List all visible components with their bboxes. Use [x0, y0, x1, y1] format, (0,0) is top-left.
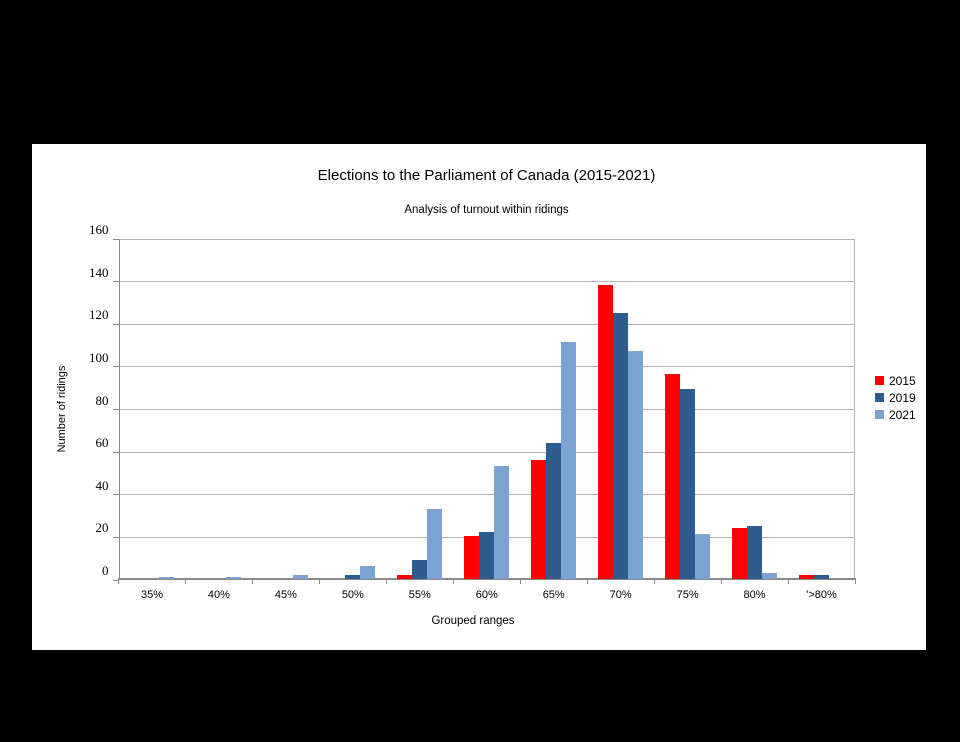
x-tick-label-80%: 80%	[743, 589, 766, 601]
x-tick-label-75%: 75%	[676, 589, 699, 601]
x-tick-label-70%: 70%	[609, 589, 632, 601]
x-tick-5	[452, 580, 454, 584]
chart-subtitle: Analysis of turnout within ridings	[404, 204, 569, 216]
legend: 2015 2019 2021	[875, 372, 916, 423]
bar-2019-70%	[613, 312, 629, 579]
bar-2019-80%	[747, 525, 763, 579]
bar-2021-55%	[427, 508, 443, 579]
x-tick-label-45%: 45%	[274, 589, 297, 601]
x-tick-label-35%: 35%	[140, 589, 163, 601]
bar-2015-75%	[665, 374, 681, 579]
y-tick-120	[112, 323, 119, 325]
bar-2021-35%	[159, 576, 175, 579]
x-tick-label-40%: 40%	[207, 589, 230, 601]
bar-2015-60%	[464, 536, 480, 579]
legend-swatch-2019	[875, 393, 884, 402]
bar-2019-65%	[546, 442, 562, 579]
y-tick-label-0: 0	[102, 563, 109, 578]
legend-label-2015: 2015	[889, 373, 916, 388]
bar-2019-75%	[680, 389, 696, 579]
bar-2019-'>80%	[814, 574, 830, 579]
x-tick-label-60%: 60%	[475, 589, 498, 601]
y-tick-label-60: 60	[95, 435, 109, 451]
bar-2021-45%	[293, 574, 309, 579]
x-tick-label-55%: 55%	[408, 589, 431, 601]
legend-swatch-2021	[875, 410, 884, 419]
bar-2019-55%	[412, 559, 428, 579]
y-tick-140	[112, 281, 119, 283]
x-tick-2	[251, 580, 253, 584]
y-axis-line	[118, 239, 120, 580]
bar-2019-50%	[345, 574, 361, 579]
bar-2019-60%	[479, 532, 495, 579]
y-tick-label-140: 140	[89, 264, 109, 280]
x-tick-7	[586, 580, 588, 584]
x-tick-6	[519, 580, 521, 584]
gridline-40	[118, 494, 855, 496]
y-tick-100	[112, 366, 119, 368]
y-tick-label-20: 20	[95, 520, 109, 536]
x-tick-8	[653, 580, 655, 584]
chart-panel: Elections to the Parliament of Canada (2…	[32, 144, 926, 650]
y-tick-160	[112, 238, 119, 240]
x-axis-line	[117, 578, 856, 580]
y-tick-label-100: 100	[89, 349, 109, 365]
x-tick-label-65%: 65%	[542, 589, 565, 601]
bar-2015-'>80%	[799, 574, 815, 579]
bar-2015-80%	[732, 527, 748, 579]
y-tick-label-160: 160	[89, 222, 109, 237]
bar-2015-55%	[397, 574, 413, 579]
gridline-160	[118, 238, 855, 240]
bar-2015-65%	[531, 459, 547, 579]
y-tick-80	[112, 409, 119, 410]
y-tick-label-120: 120	[89, 307, 109, 323]
bar-2021-65%	[561, 342, 577, 579]
bar-2021-80%	[762, 572, 778, 579]
legend-label-2021: 2021	[889, 407, 916, 422]
gridline-120	[118, 323, 855, 325]
chart-title: Elections to the Parliament of Canada (2…	[317, 167, 656, 184]
legend-item-2015: 2015	[875, 372, 916, 389]
x-tick-10	[787, 580, 789, 584]
x-tick-9	[720, 580, 722, 584]
plot-area: 0 20 40 60 80 100 120 140 160 35% 40% 45% 50% 55% 60% 6…	[89, 222, 856, 601]
y-tick-40	[112, 494, 119, 496]
bar-2021-40%	[226, 576, 242, 579]
y-tick-label-80: 80	[95, 392, 109, 408]
bar-2021-75%	[695, 534, 711, 579]
y-tick-0	[112, 579, 119, 581]
y-axis-title: Number of ridings	[56, 365, 68, 453]
y-tick-20	[112, 536, 119, 538]
x-tick-1	[184, 580, 186, 584]
x-tick-4	[385, 580, 387, 584]
bar-2021-70%	[628, 350, 644, 579]
x-tick-0	[118, 580, 119, 584]
y-tick-label-40: 40	[95, 477, 109, 493]
legend-item-2021: 2021	[875, 406, 916, 423]
gridline-80	[118, 409, 855, 410]
gridline-140	[118, 281, 855, 283]
x-tick-label-50%: 50%	[341, 589, 364, 601]
x-axis-title: Grouped ranges	[431, 615, 515, 627]
legend-item-2019: 2019	[875, 389, 916, 406]
y-tick-60	[112, 451, 119, 453]
legend-label-2019: 2019	[889, 390, 916, 405]
bar-2021-60%	[494, 466, 510, 579]
x-tick-3	[318, 580, 320, 584]
legend-swatch-2015	[875, 376, 884, 385]
x-tick-11	[854, 580, 856, 584]
gridline-60	[118, 451, 855, 453]
bar-2015-70%	[598, 284, 614, 579]
bar-2021-50%	[360, 566, 376, 579]
gridline-100	[118, 366, 855, 368]
x-tick-label-'>80%: '>80%	[806, 589, 837, 601]
